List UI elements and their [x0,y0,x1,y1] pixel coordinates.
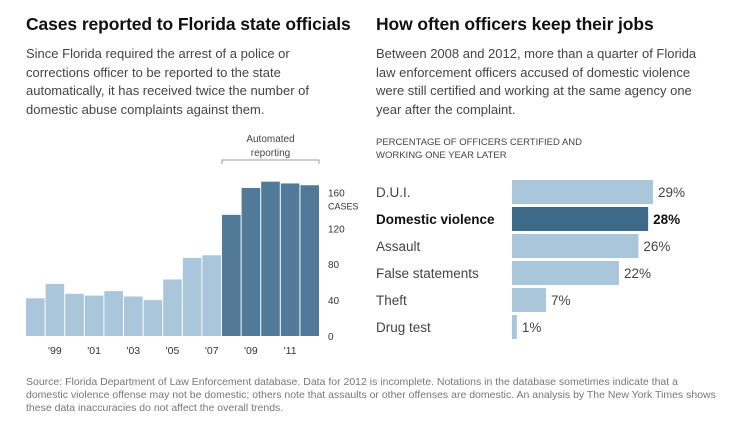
cases-description: Since Florida required the arrest of a p… [26,46,310,117]
cases-bar-2012 [300,185,319,336]
cases-xtick-'11: '11 [284,345,297,357]
jobs-value-label-5: 1% [522,320,542,335]
cases-ytick-80: 80 [328,260,340,271]
jobs-bar-0 [512,180,653,204]
jobs-value-label-4: 7% [551,293,571,308]
cases-bar-2003 [124,296,143,336]
automated-reporting-label-1: reporting [251,148,290,159]
cases-bar-2009 [241,187,261,336]
jobs-category-label-2: Assault [376,239,421,254]
cases-bar-2005 [163,279,182,336]
cases-bar-2011 [280,183,300,336]
cases-xtick-'09: '09 [244,345,258,357]
cases-bar-2007 [202,255,221,336]
jobs-category-label-1: Domestic violence [376,212,495,227]
automated-reporting-bracket [221,159,320,164]
jobs-chart-subhead: PERCENTAGE OF OFFICERS CERTIFIED AND WOR… [376,137,583,161]
cases-bar-1998 [26,298,45,336]
cases-xtick-'99: '99 [48,345,62,357]
jobs-chart: D.U.I. 29% Domestic violence 28% Assault 26% F… [376,180,685,339]
cases-xtick-'05: '05 [166,345,180,357]
cases-xtick-'03: '03 [126,345,140,357]
cases-title: Cases reported to Florida state official… [26,14,351,34]
jobs-bar-4 [512,288,547,312]
jobs-category-label-5: Drug test [376,320,431,335]
jobs-value-label-2: 26% [643,239,670,254]
cases-ytick-120: 120 [328,224,345,235]
cases-ytick-160: 160 [328,188,345,199]
cases-ytick-40: 40 [328,296,340,307]
jobs-category-label-3: False statements [376,266,479,281]
cases-bar-2008 [222,214,241,336]
cases-bar-2010 [261,181,280,336]
jobs-bar-3 [512,261,619,285]
cases-chart: 0 40 80 120 160 CASES '99 '01 '03 '05 '07 '09 '11 Aut… [26,134,359,357]
source-note: Source: Florida Department of Law Enforc… [26,376,716,414]
cases-bar-2001 [84,295,104,336]
jobs-value-label-0: 29% [658,185,685,200]
cases-bar-2006 [182,257,202,336]
cases-bar-2002 [104,291,123,336]
jobs-category-label-4: Theft [376,293,407,308]
cases-xtick-'07: '07 [205,345,219,357]
jobs-bar-5 [512,315,517,339]
cases-bar-2000 [65,293,84,336]
cases-bar-1999 [45,283,65,336]
jobs-bar-2 [512,234,639,258]
jobs-bar-1 [512,207,649,231]
jobs-category-label-0: D.U.I. [376,185,411,200]
cases-ylabel: CASES [328,201,359,211]
cases-ytick-0: 0 [328,332,334,343]
jobs-value-label-3: 22% [624,266,651,281]
jobs-value-label-1: 28% [653,212,680,227]
jobs-description: Between 2008 and 2012, more than a quart… [376,46,697,117]
automated-reporting-label-0: Automated [246,134,294,145]
jobs-title: How often officers keep their jobs [376,14,654,34]
cases-xtick-'01: '01 [87,345,101,357]
cases-bar-2004 [143,300,163,336]
